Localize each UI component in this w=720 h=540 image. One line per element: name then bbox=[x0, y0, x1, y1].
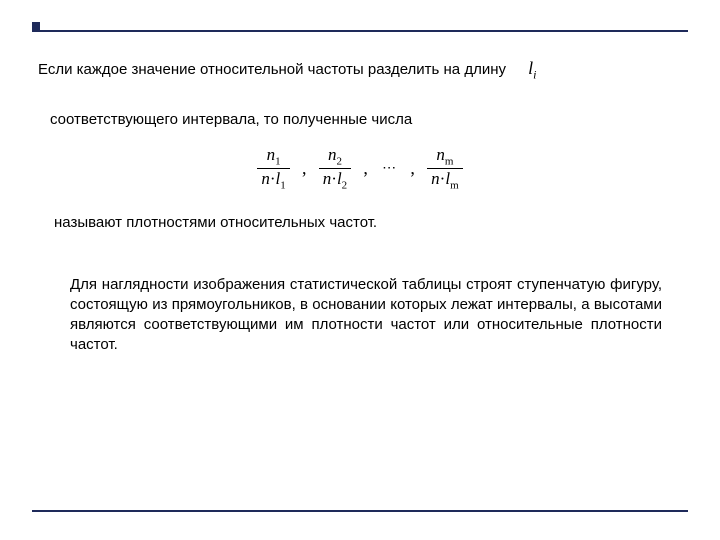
fraction-1: n1 n·l1 bbox=[257, 146, 289, 192]
fraction-2: n2 n·l2 bbox=[319, 146, 351, 192]
fraction-m: nm n·lm bbox=[427, 146, 462, 192]
density-formula: n1 n·l1 , n2 n·l2 , ⋯ , nm n·lm bbox=[38, 146, 682, 192]
text-line-3: называют плотностями относительных часто… bbox=[54, 214, 682, 231]
ellipsis: ⋯ bbox=[382, 160, 396, 177]
corner-bullet bbox=[32, 22, 40, 30]
text-line-2: соответствующего интервала, то полученны… bbox=[50, 111, 682, 128]
comma-3: , bbox=[410, 158, 415, 179]
line1-text: Если каждое значение относительной часто… bbox=[38, 61, 506, 78]
top-rule bbox=[32, 30, 688, 32]
comma-2: , bbox=[363, 158, 368, 179]
comma-1: , bbox=[302, 158, 307, 179]
paragraph: Для наглядности изображения статистическ… bbox=[70, 275, 662, 356]
slide-content: Если каждое значение относительной часто… bbox=[38, 58, 682, 356]
text-line-1: Если каждое значение относительной часто… bbox=[38, 58, 682, 83]
inline-var-li: li bbox=[528, 58, 536, 78]
bottom-rule bbox=[32, 510, 688, 512]
